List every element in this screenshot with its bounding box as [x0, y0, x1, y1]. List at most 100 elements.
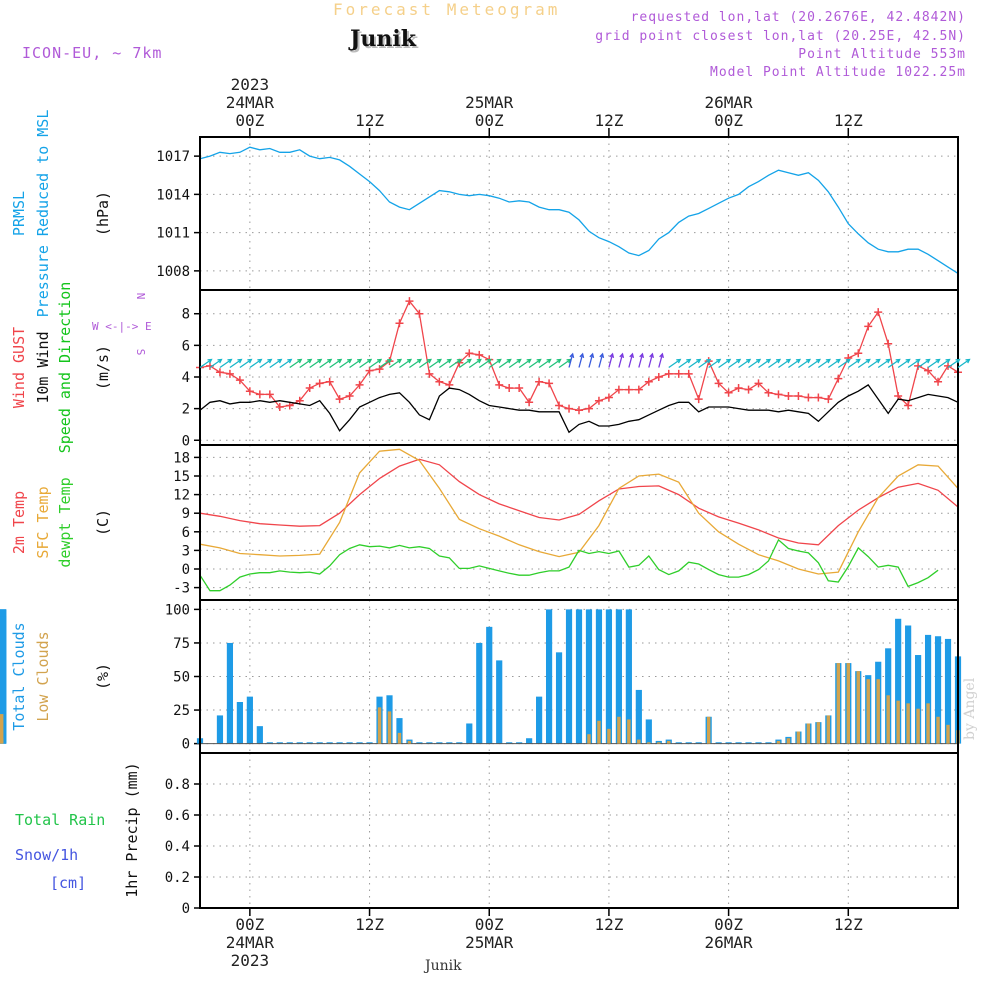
- panel-label-low-clouds: Low Clouds: [34, 631, 52, 721]
- wind-arrow-head: [775, 358, 782, 364]
- wind-arrow-head: [406, 358, 413, 364]
- wind-arrow-head: [609, 352, 615, 359]
- precip-label-rain: Total Rain: [15, 811, 105, 829]
- wind-arrow: [299, 358, 312, 369]
- gust-marker: [814, 393, 823, 402]
- bar-total-clouds: [356, 742, 363, 744]
- wind-arrow-head: [706, 358, 712, 364]
- wind-arrow-head: [965, 358, 971, 364]
- bar-total-clouds: [336, 742, 343, 744]
- bar-total-clouds: [625, 609, 632, 744]
- bar-total-clouds: [396, 718, 403, 744]
- bar-total-clouds: [476, 642, 483, 744]
- wind-arrow-head: [307, 358, 313, 364]
- wind-arrow: [598, 353, 604, 368]
- gust-marker: [784, 391, 793, 400]
- panel-frame: [199, 136, 959, 291]
- bar-total-clouds: [645, 719, 652, 744]
- bottom-tick-label: 12Z: [594, 915, 623, 934]
- gust-marker: [545, 379, 554, 388]
- wind-arrow-head: [676, 358, 682, 364]
- bar-total-clouds: [944, 638, 952, 744]
- wind-arrow: [419, 358, 432, 369]
- panel-label-wind-gust: Wind GUST: [10, 327, 28, 408]
- wind-arrow: [369, 358, 382, 369]
- gust-marker: [684, 369, 693, 378]
- wind-arrow: [269, 358, 282, 369]
- wind-arrow: [877, 358, 891, 369]
- wind-arrow-head: [327, 358, 333, 364]
- wind-arrow-head: [599, 352, 605, 359]
- ytick-label: 1014: [156, 187, 190, 203]
- bar-low-clouds: [617, 716, 621, 744]
- wind-arrow-head: [237, 358, 243, 364]
- panel-label-sfc-temp: SFC Temp: [34, 486, 52, 558]
- wind-arrow: [199, 358, 212, 369]
- panel-frame: [199, 444, 959, 601]
- wind-arrow-head: [277, 358, 283, 364]
- wind-arrow: [827, 358, 841, 369]
- wind-arrow-head: [257, 358, 263, 364]
- wind-arrow-head: [835, 358, 841, 364]
- wind-arrow-head: [579, 352, 585, 359]
- gust-marker: [565, 404, 574, 413]
- bar-total-clouds: [456, 742, 463, 744]
- panel-label-speed-and-direction: Speed and Direction: [56, 282, 74, 454]
- wind-arrow: [857, 358, 871, 369]
- panel-label-dewpt-temp: dewpt Temp: [56, 477, 74, 567]
- bar-low-clouds: [896, 700, 900, 744]
- bar-low-clouds: [667, 740, 671, 744]
- wind-arrow: [429, 358, 442, 369]
- wind-arrow-head: [506, 358, 512, 364]
- gust-marker: [325, 377, 334, 386]
- wind-arrow: [927, 358, 940, 369]
- gust-marker: [934, 377, 943, 386]
- top-tick-label: 12Z: [355, 111, 384, 130]
- chart-title: Forecast Meteogram: [333, 0, 561, 19]
- bar-total-clouds: [735, 742, 742, 744]
- series-line-2m-temp: [199, 458, 959, 546]
- bar-total-clouds: [346, 742, 353, 744]
- wind-arrow: [638, 353, 644, 368]
- panel-pressure: 1008 1011 1014 1017 PRMSL Pressure Reduced to…: [10, 110, 959, 317]
- bar-total-clouds: [316, 742, 323, 744]
- bar-total-clouds: [326, 742, 333, 744]
- ytick-label: 6: [182, 525, 190, 541]
- bar-total-clouds: [306, 742, 313, 744]
- gust-marker: [275, 403, 284, 412]
- wind-arrow-head: [589, 352, 595, 359]
- point-altitude: Point Altitude 553m: [798, 47, 966, 62]
- wind-arrow-head: [639, 352, 645, 359]
- bar-total-clouds: [924, 634, 932, 744]
- gust-marker: [614, 385, 623, 394]
- wind-arrow: [817, 358, 831, 369]
- ytick-label: 50: [173, 670, 190, 686]
- bar-low-clouds: [836, 663, 841, 744]
- wind-arrow-head: [825, 358, 831, 364]
- wind-arrow: [778, 358, 791, 369]
- wind-arrow: [887, 358, 901, 369]
- bar-total-clouds: [506, 742, 513, 744]
- wind-arrow: [558, 358, 571, 369]
- wind-arrow: [738, 358, 751, 369]
- wind-arrow-head: [207, 358, 213, 364]
- bar-low-clouds: [647, 742, 651, 744]
- panel-temp: -3 0 3 6 9 12 15 18 2m Temp SFC Temp dewpt Temp (C): [10, 444, 959, 601]
- wind-arrow-head: [536, 358, 542, 364]
- credit-watermark: by Angel: [962, 677, 978, 740]
- bar-total-clouds: [585, 609, 593, 744]
- wind-arrow: [708, 358, 721, 369]
- gust-marker: [555, 401, 564, 410]
- panel-label-2m-temp: 2m Temp: [10, 491, 28, 554]
- ytick-label: 75: [173, 636, 190, 652]
- ytick-label: 9: [182, 506, 190, 522]
- series-line-prmsl: [199, 146, 959, 274]
- gust-marker: [415, 309, 424, 318]
- bar-total-clouds: [745, 742, 752, 744]
- precip-axis-label: 1hr Precip (mm): [123, 762, 141, 897]
- wind-arrow-head: [686, 358, 692, 364]
- series-line-wind-gust: [199, 299, 959, 411]
- gust-marker: [724, 388, 733, 397]
- wind-arrow: [399, 358, 412, 369]
